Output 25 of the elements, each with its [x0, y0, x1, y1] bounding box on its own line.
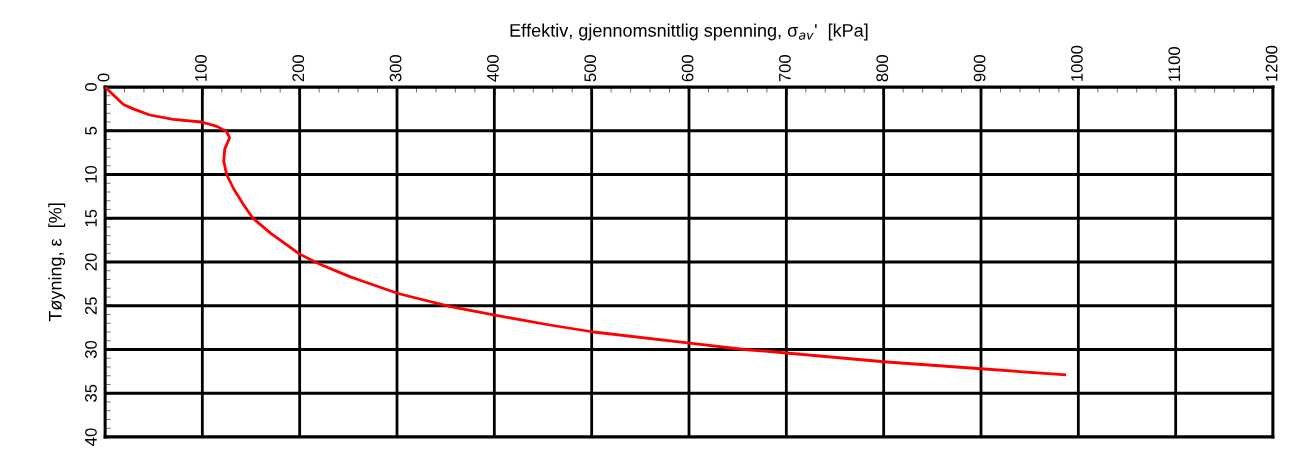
x-tick-label: 600 — [681, 54, 694, 82]
x-tick-label: 900 — [973, 54, 986, 82]
x-axis-title: Effektiv, gjennomsnittlig spenning, σ$_{av}$' [kPa] — [510, 23, 868, 41]
x-tick-label: 500 — [584, 54, 597, 82]
y-tick-label: 0 — [85, 83, 97, 91]
y-tick-label: 10 — [85, 165, 97, 183]
x-tick-label: 0 — [97, 73, 110, 82]
x-tick-label: 1000 — [1071, 45, 1083, 81]
y-tick-label: 40 — [85, 428, 97, 446]
x-tick-label: 1200 — [1265, 45, 1278, 81]
y-tick-label: 20 — [85, 253, 97, 271]
x-tick-label: 800 — [876, 54, 889, 82]
line-series — [105, 87, 1067, 377]
x-tick-label: 200 — [292, 54, 305, 82]
x-tick-label: 400 — [487, 54, 499, 82]
y-tick-label: 35 — [85, 384, 97, 402]
y-tick-label: 5 — [85, 126, 97, 135]
x-tick-label: 100 — [195, 54, 207, 81]
y-tick-label: 15 — [85, 209, 97, 227]
x-tick-label: 1100 — [1168, 46, 1181, 81]
y-tick-label: 25 — [85, 297, 97, 315]
x-tick-label: 700 — [779, 54, 791, 82]
x-tick-label: 300 — [389, 54, 402, 82]
y-tick-label: 30 — [85, 340, 97, 359]
y-axis-title: Tøyning, ε [%] — [48, 203, 66, 322]
